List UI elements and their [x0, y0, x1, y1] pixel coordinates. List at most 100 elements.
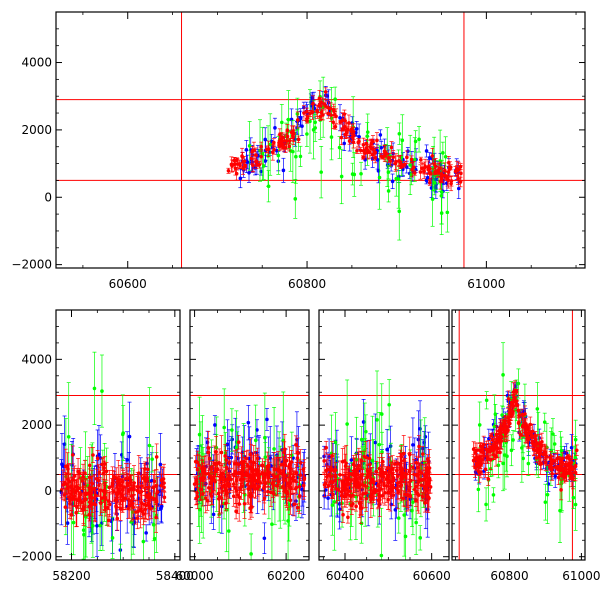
- data-point: [150, 445, 155, 473]
- data-point: [120, 468, 125, 495]
- point-marker: [232, 162, 237, 167]
- point-marker: [354, 127, 359, 131]
- point-marker: [355, 148, 359, 153]
- data-point: [234, 167, 239, 181]
- point-marker: [295, 118, 300, 122]
- data-point: [295, 111, 300, 129]
- data-point: [339, 148, 344, 205]
- point-marker: [71, 520, 76, 525]
- point-marker: [105, 505, 110, 510]
- point-marker: [272, 447, 276, 451]
- data-point: [81, 495, 86, 525]
- point-marker: [294, 154, 298, 159]
- point-marker: [280, 143, 284, 147]
- data-point: [365, 144, 370, 160]
- point-marker: [379, 154, 383, 158]
- data-point: [159, 489, 164, 524]
- data-point: [350, 162, 355, 186]
- point-marker: [382, 149, 387, 153]
- data-point: [291, 125, 296, 138]
- point-marker: [226, 169, 231, 173]
- point-marker: [98, 523, 102, 528]
- data-point: [389, 141, 394, 154]
- data-point: [361, 137, 366, 152]
- data-point: [69, 484, 74, 497]
- point-marker: [197, 432, 202, 437]
- data-point: [318, 112, 323, 121]
- data-point: [104, 462, 109, 481]
- y-tick-label: −2000: [11, 550, 52, 564]
- data-point: [141, 517, 146, 560]
- point-marker: [298, 154, 303, 159]
- point-marker: [141, 539, 146, 544]
- point-marker: [227, 460, 231, 465]
- point-marker: [456, 167, 461, 172]
- point-marker: [357, 134, 361, 139]
- point-marker: [62, 493, 67, 497]
- data-point: [224, 455, 229, 479]
- data-point: [250, 157, 255, 173]
- data-point: [422, 161, 427, 175]
- point-marker: [397, 131, 402, 136]
- point-marker: [152, 536, 157, 541]
- point-marker: [140, 484, 144, 488]
- series-1: [247, 76, 450, 241]
- point-marker: [81, 528, 86, 532]
- data-point: [326, 100, 331, 115]
- data-point: [375, 150, 380, 170]
- y-tick-label: 4000: [21, 56, 52, 70]
- point-marker: [430, 197, 435, 201]
- point-marker: [263, 435, 267, 440]
- data-point: [132, 481, 137, 491]
- point-marker: [291, 456, 295, 460]
- data-point: [293, 178, 298, 219]
- plot-frame: [55, 309, 181, 561]
- point-marker: [246, 420, 251, 425]
- point-marker: [281, 438, 286, 443]
- point-marker: [272, 140, 276, 145]
- point-marker: [351, 129, 356, 134]
- point-marker: [144, 531, 148, 535]
- point-marker: [237, 162, 242, 166]
- point-marker: [121, 495, 125, 499]
- point-marker: [333, 124, 338, 129]
- data-point: [271, 138, 276, 147]
- point-marker: [339, 174, 344, 179]
- data-point: [145, 472, 150, 485]
- point-marker: [255, 162, 259, 166]
- point-marker: [119, 571, 123, 575]
- series-2: [192, 431, 307, 522]
- data-point: [135, 476, 140, 505]
- point-marker: [283, 447, 287, 452]
- point-marker: [302, 477, 306, 482]
- data-point: [112, 470, 117, 483]
- series-2: [59, 443, 167, 533]
- data-point: [282, 134, 287, 148]
- point-marker: [143, 502, 147, 507]
- point-marker: [305, 109, 309, 114]
- point-marker: [100, 389, 104, 393]
- point-marker: [231, 472, 236, 477]
- point-marker: [97, 483, 101, 488]
- point-marker: [222, 425, 226, 430]
- data-point: [139, 494, 144, 512]
- data-point: [374, 132, 379, 149]
- data-point: [255, 160, 260, 167]
- point-marker: [89, 491, 94, 495]
- x-tick-label: 58400: [156, 569, 194, 583]
- data-point: [113, 486, 118, 514]
- data-point: [317, 90, 322, 107]
- data-point: [64, 473, 69, 495]
- point-marker: [386, 170, 391, 174]
- data-point: [120, 394, 125, 475]
- data-point: [106, 514, 111, 527]
- data-point: [99, 483, 104, 513]
- data-point: [263, 127, 268, 152]
- data-point: [417, 126, 422, 153]
- point-marker: [263, 137, 268, 142]
- data-point: [264, 145, 269, 153]
- point-marker: [142, 475, 147, 480]
- point-marker: [88, 495, 93, 499]
- point-marker: [211, 512, 216, 517]
